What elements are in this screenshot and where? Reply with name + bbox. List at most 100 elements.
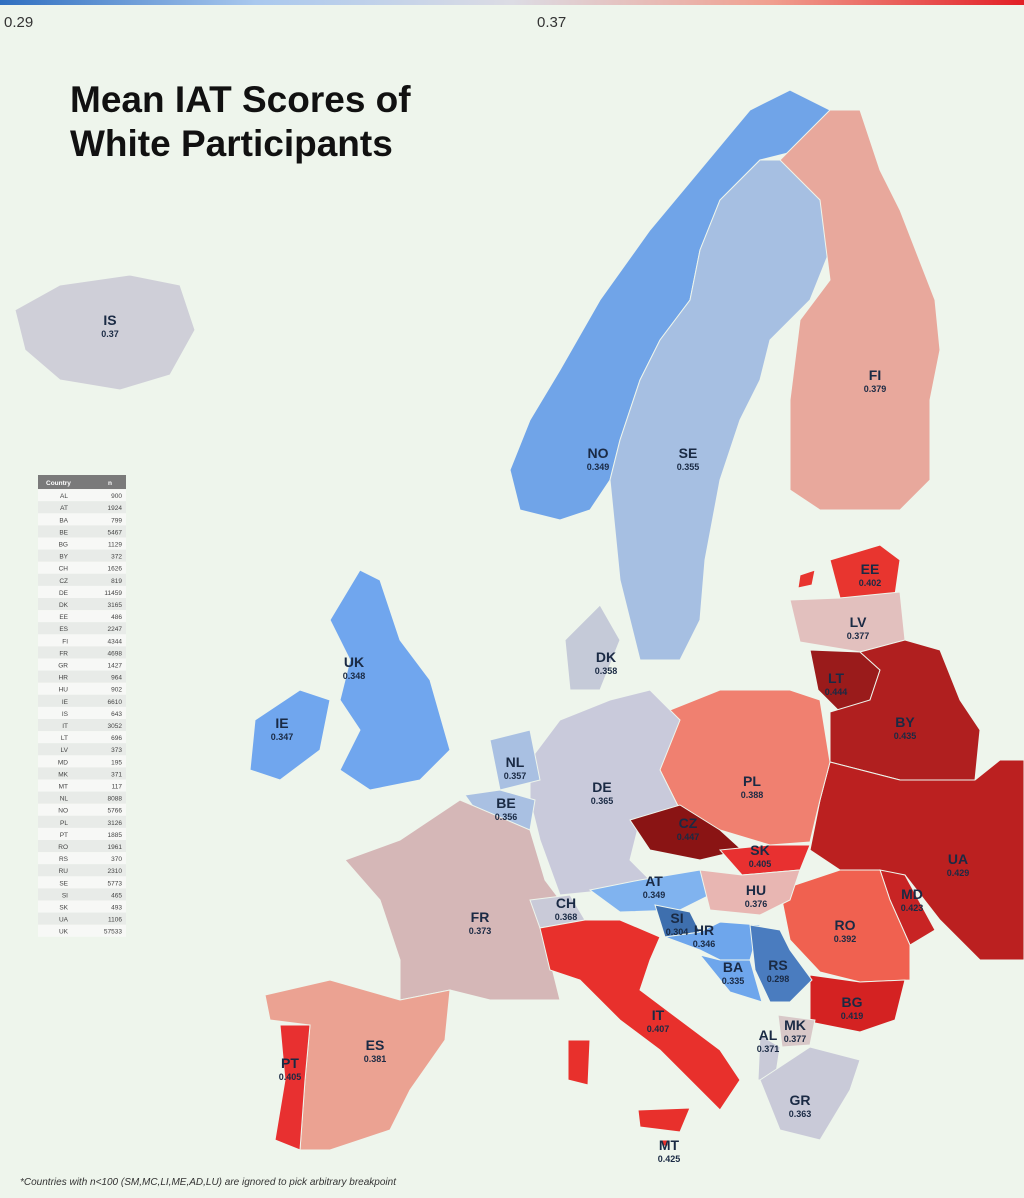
country-code: BY bbox=[895, 714, 915, 730]
table-cell: 1961 bbox=[108, 844, 123, 851]
country-value: 0.429 bbox=[947, 868, 970, 878]
table-cell: 6610 bbox=[108, 699, 123, 706]
table-row-bg bbox=[38, 670, 126, 683]
table-cell: 11459 bbox=[104, 590, 122, 597]
table-row-bg bbox=[38, 561, 126, 574]
country-value: 0.357 bbox=[504, 771, 527, 781]
country-code: HU bbox=[746, 882, 766, 898]
country-value: 0.358 bbox=[595, 666, 618, 676]
table-cell: 696 bbox=[111, 735, 122, 742]
country-value: 0.349 bbox=[643, 890, 666, 900]
table-cell: 4344 bbox=[108, 638, 123, 645]
country-value: 0.349 bbox=[587, 462, 610, 472]
table-row-bg bbox=[38, 573, 126, 586]
country-value: 0.347 bbox=[271, 732, 294, 742]
table-row-bg bbox=[38, 767, 126, 780]
table-cell: CZ bbox=[59, 578, 68, 585]
table-cell: HR bbox=[59, 675, 69, 682]
table-row-bg bbox=[38, 501, 126, 514]
country-value: 0.368 bbox=[555, 912, 578, 922]
country-value: 0.376 bbox=[745, 899, 768, 909]
table-cell: 1885 bbox=[108, 832, 123, 839]
table-row-bg bbox=[38, 864, 126, 877]
table-cell: SI bbox=[62, 892, 68, 899]
table-cell: DK bbox=[59, 602, 69, 609]
table-cell: RU bbox=[59, 868, 69, 875]
table-cell: NO bbox=[58, 808, 68, 815]
table-cell: 1626 bbox=[108, 566, 123, 573]
country-shape bbox=[14, 274, 196, 391]
country-code: RS bbox=[768, 957, 787, 973]
country-shape bbox=[789, 591, 906, 653]
table-row-bg bbox=[38, 755, 126, 768]
table-row-bg bbox=[38, 585, 126, 598]
table-cell: BY bbox=[59, 554, 68, 561]
table-cell: SK bbox=[59, 905, 68, 912]
country-value: 0.435 bbox=[894, 731, 917, 741]
table-row-bg bbox=[38, 719, 126, 732]
country-code: SK bbox=[750, 842, 769, 858]
table-row-bg bbox=[38, 731, 126, 744]
table-cell: AL bbox=[60, 493, 68, 500]
country-code: MK bbox=[784, 1017, 806, 1033]
country-code: CZ bbox=[679, 815, 698, 831]
country-value: 0.407 bbox=[647, 1024, 670, 1034]
colorbar-tick-label: 0.37 bbox=[537, 14, 566, 31]
table-cell: 493 bbox=[111, 905, 122, 912]
country-shape bbox=[567, 1039, 591, 1086]
country-value: 0.402 bbox=[859, 578, 882, 588]
country-code: BA bbox=[723, 959, 743, 975]
table-row-bg bbox=[38, 549, 126, 562]
country-shape bbox=[809, 759, 1024, 961]
table-row-bg bbox=[38, 525, 126, 538]
table-row-bg bbox=[38, 876, 126, 889]
country-shape bbox=[699, 869, 801, 916]
table-cell: 964 bbox=[111, 675, 122, 682]
table-cell: 799 bbox=[111, 517, 122, 524]
country-code: SI bbox=[670, 910, 683, 926]
table-cell: 1106 bbox=[108, 917, 122, 924]
table-header-bg bbox=[38, 475, 126, 490]
country-shape bbox=[829, 544, 901, 599]
country-value: 0.373 bbox=[469, 926, 492, 936]
table-cell: BA bbox=[59, 517, 68, 524]
table-row-bg bbox=[38, 924, 126, 937]
country-code: IS bbox=[103, 312, 116, 328]
country-value: 0.405 bbox=[279, 1072, 302, 1082]
table-row-bg bbox=[38, 646, 126, 659]
country-code: LV bbox=[850, 614, 868, 630]
table-cell: RS bbox=[59, 856, 69, 863]
table-row-bg bbox=[38, 682, 126, 695]
country-code: MT bbox=[659, 1137, 680, 1153]
table-row-bg bbox=[38, 489, 126, 502]
table-cell: DE bbox=[59, 590, 69, 597]
table-row-bg bbox=[38, 537, 126, 550]
table-cell: 195 bbox=[111, 759, 122, 766]
table-cell: AT bbox=[60, 505, 68, 512]
table-row-bg bbox=[38, 634, 126, 647]
table-row-bg bbox=[38, 815, 126, 828]
country-value: 0.447 bbox=[677, 832, 700, 842]
country-code: EE bbox=[861, 561, 880, 577]
country-value: 0.304 bbox=[666, 927, 689, 937]
table-cell: 371 bbox=[111, 771, 122, 778]
table-cell: LV bbox=[61, 747, 69, 754]
table-cell: HU bbox=[59, 687, 69, 694]
table-header: n bbox=[108, 480, 112, 487]
table-cell: 2247 bbox=[108, 626, 123, 633]
country-code: UA bbox=[948, 851, 968, 867]
country-code: PT bbox=[281, 1055, 299, 1071]
country-shape bbox=[637, 1107, 691, 1133]
country-value: 0.419 bbox=[841, 1011, 864, 1021]
country-value: 0.298 bbox=[767, 974, 790, 984]
table-cell: 3052 bbox=[108, 723, 123, 730]
country-shape bbox=[779, 869, 911, 983]
country-shape bbox=[539, 919, 741, 1111]
table-cell: FI bbox=[62, 638, 68, 645]
title: Mean IAT Scores of White Participants bbox=[70, 79, 411, 164]
table-row-bg bbox=[38, 900, 126, 913]
country-shape bbox=[609, 159, 831, 661]
table-row-bg bbox=[38, 791, 126, 804]
